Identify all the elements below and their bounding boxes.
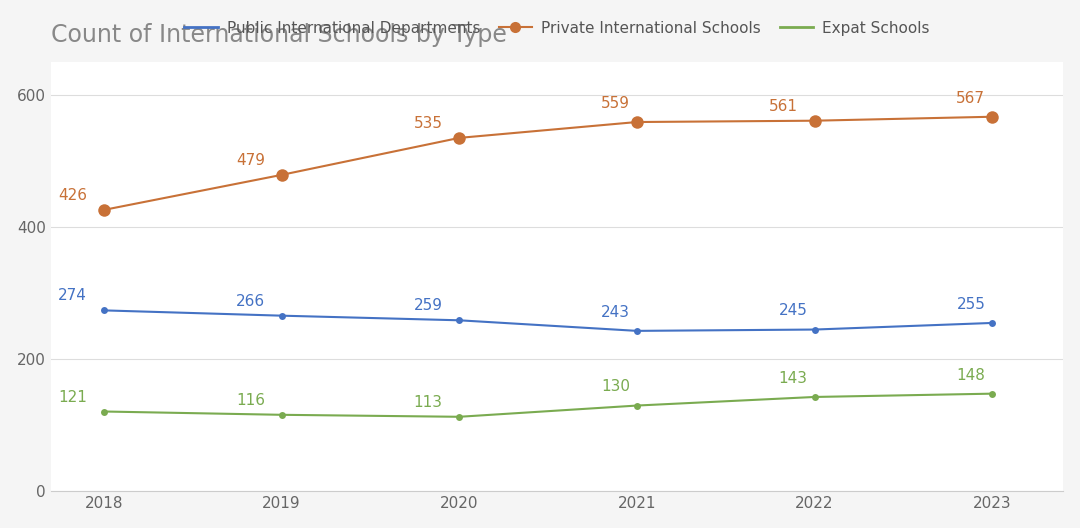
Private International Schools bbox=[986, 114, 999, 120]
Private International Schools bbox=[275, 172, 288, 178]
Text: 567: 567 bbox=[956, 91, 985, 106]
Expat Schools bbox=[808, 394, 821, 400]
Line: Public International Departments: Public International Departments bbox=[100, 307, 996, 334]
Text: 148: 148 bbox=[957, 367, 985, 383]
Text: 561: 561 bbox=[769, 99, 798, 114]
Text: 116: 116 bbox=[235, 393, 265, 408]
Text: 245: 245 bbox=[779, 304, 808, 318]
Text: 479: 479 bbox=[235, 153, 265, 168]
Text: 255: 255 bbox=[957, 297, 985, 312]
Text: 143: 143 bbox=[779, 371, 808, 386]
Text: 274: 274 bbox=[58, 288, 87, 304]
Text: 121: 121 bbox=[58, 390, 87, 404]
Expat Schools bbox=[631, 402, 644, 409]
Text: 243: 243 bbox=[600, 305, 630, 320]
Public International Departments bbox=[453, 317, 465, 324]
Private International Schools bbox=[97, 207, 110, 213]
Legend: Public International Departments, Private International Schools, Expat Schools: Public International Departments, Privat… bbox=[176, 14, 937, 44]
Text: 535: 535 bbox=[414, 116, 443, 131]
Expat Schools bbox=[97, 408, 110, 414]
Private International Schools bbox=[808, 118, 821, 124]
Line: Private International Schools: Private International Schools bbox=[97, 110, 999, 216]
Line: Expat Schools: Expat Schools bbox=[100, 390, 996, 420]
Public International Departments bbox=[631, 328, 644, 334]
Expat Schools bbox=[986, 391, 999, 397]
Text: Count of International Schools by Type: Count of International Schools by Type bbox=[51, 23, 507, 48]
Expat Schools bbox=[453, 413, 465, 420]
Text: 259: 259 bbox=[414, 298, 443, 313]
Text: 113: 113 bbox=[414, 395, 443, 410]
Public International Departments bbox=[808, 326, 821, 333]
Private International Schools bbox=[631, 119, 644, 125]
Text: 266: 266 bbox=[235, 294, 265, 309]
Text: 426: 426 bbox=[58, 188, 87, 203]
Expat Schools bbox=[275, 412, 288, 418]
Public International Departments bbox=[986, 320, 999, 326]
Private International Schools bbox=[453, 135, 465, 141]
Public International Departments bbox=[275, 313, 288, 319]
Text: 130: 130 bbox=[600, 380, 630, 394]
Public International Departments bbox=[97, 307, 110, 314]
Text: 559: 559 bbox=[600, 96, 630, 111]
